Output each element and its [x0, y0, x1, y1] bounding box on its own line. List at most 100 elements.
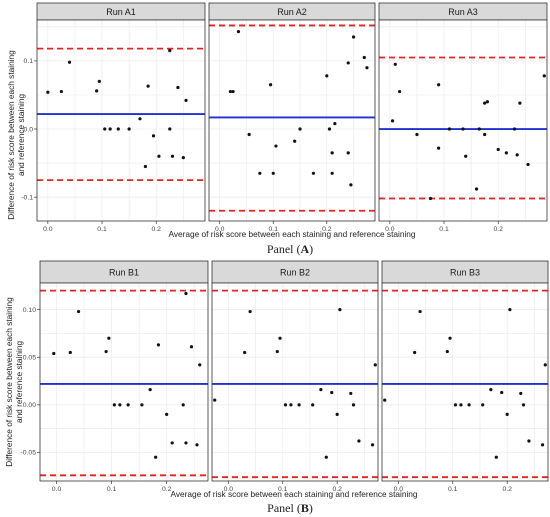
x-tick-label: 0.2: [151, 226, 161, 233]
data-point: [474, 187, 479, 191]
panel-b: Difference of risk score between each st…: [4, 260, 549, 515]
data-point: [76, 309, 81, 314]
data-point: [508, 308, 512, 312]
data-point: [346, 151, 350, 155]
data-point: [140, 403, 144, 407]
data-point: [370, 443, 375, 447]
data-point: [437, 146, 441, 150]
data-point: [151, 134, 156, 138]
data-point: [59, 89, 63, 94]
data-point: [311, 403, 315, 407]
data-point: [437, 83, 441, 87]
data-point: [274, 144, 278, 148]
data-point: [118, 403, 122, 407]
data-point: [184, 98, 188, 102]
data-point: [333, 121, 337, 126]
data-point: [373, 363, 377, 367]
facet-run-b1: Run B1 0.0 0.1 0.2 -0.05 0.00 0.05 0.10: [21, 260, 209, 493]
data-point: [213, 398, 217, 402]
strip-title-run-a3: Run A3: [448, 7, 478, 17]
data-point: [500, 390, 504, 395]
data-point: [104, 349, 108, 354]
data-point: [293, 139, 297, 143]
y-tick-label: 0.1: [24, 58, 34, 65]
data-point: [496, 147, 500, 152]
data-point: [311, 171, 316, 175]
strip-title-run-a2: Run A2: [277, 7, 307, 17]
data-point: [483, 101, 487, 105]
facet-grid-a: Run A1 0.0 0.1 0.2 -0.1 0.0 0.1 Run A2 0.0 0.1 0.2…: [21, 2, 548, 233]
data-point: [349, 183, 353, 187]
facet-run-b3: Run B3 0.0 0.1 0.2: [381, 260, 549, 493]
data-point: [448, 336, 452, 340]
panel-border-run-a2: [208, 19, 376, 222]
facet-grid-b: Run B1 0.0 0.1 0.2 -0.05 0.00 0.05 0.10 Run B2 0.…: [21, 260, 549, 493]
data-point: [346, 61, 350, 65]
data-point: [397, 89, 402, 94]
data-point: [383, 398, 387, 402]
data-point: [68, 350, 72, 355]
data-point: [228, 89, 233, 94]
data-point: [494, 455, 498, 459]
data-point: [243, 350, 247, 355]
data-point: [195, 443, 199, 447]
y-axis-label-a-line1: Difference of risk score between each st…: [6, 50, 16, 220]
x-tick-label: 0.0: [215, 226, 225, 233]
data-point: [46, 90, 50, 94]
data-point: [415, 132, 419, 137]
x-tick-label: 0.2: [493, 226, 503, 233]
data-point: [327, 127, 332, 131]
x-axis-label-b: Average of risk score between each stain…: [170, 489, 417, 499]
x-tick-label: 0.1: [439, 226, 449, 233]
data-point: [527, 439, 531, 443]
data-point: [521, 403, 526, 407]
x-tick-label: 0.1: [448, 486, 458, 493]
data-point: [268, 83, 273, 87]
y-tick-label: 0.00: [23, 402, 36, 409]
data-point: [319, 388, 323, 392]
x-tick-label: 0.2: [322, 226, 332, 233]
data-point: [236, 29, 241, 34]
data-point: [542, 74, 546, 78]
data-point: [181, 403, 185, 407]
data-point: [330, 171, 334, 175]
data-point: [390, 119, 395, 123]
data-point: [143, 164, 147, 169]
panel-a: Difference of risk score between each st…: [6, 2, 548, 256]
x-tick-label: 0.0: [43, 226, 53, 233]
data-point: [168, 49, 172, 53]
data-point: [297, 403, 301, 407]
data-point: [198, 363, 202, 367]
facet-run-a2: Run A2 0.0 0.1 0.2: [208, 2, 376, 233]
plot-area-run-b2: [212, 283, 378, 481]
panel-caption-b: Panel (B): [267, 501, 313, 515]
x-tick-label: 0.0: [385, 226, 395, 233]
data-point: [428, 196, 433, 201]
facet-run-a1: Run A1 0.0 0.1 0.2 -0.1 0.0 0.1: [21, 2, 206, 233]
data-point: [108, 127, 112, 131]
strip-title-run-b2: Run B2: [280, 268, 310, 278]
data-point: [461, 127, 465, 131]
data-point: [138, 117, 142, 121]
data-point: [330, 390, 334, 395]
x-tick-label: 0.2: [332, 486, 342, 493]
data-point: [362, 55, 366, 60]
data-point: [271, 171, 275, 175]
data-point: [283, 403, 288, 407]
y-axis-label-b-line1: Difference of risk score between each st…: [4, 297, 14, 467]
y-axis-label-b: Difference of risk score between each st…: [4, 297, 24, 467]
data-point: [168, 127, 172, 131]
data-point: [248, 309, 252, 314]
x-tick-label: 0.2: [162, 486, 172, 493]
y-axis-label-a-line2: and reference staining: [16, 94, 26, 176]
data-point: [107, 336, 111, 340]
data-point: [97, 79, 101, 83]
data-point: [278, 336, 282, 340]
plot-bg-run-a3: [379, 20, 547, 221]
data-point: [526, 162, 530, 167]
data-point: [413, 350, 417, 355]
plot-bg-run-b3: [382, 283, 548, 481]
data-point: [95, 89, 99, 93]
plot-bg-run-b2: [212, 283, 378, 481]
data-point: [518, 101, 522, 105]
